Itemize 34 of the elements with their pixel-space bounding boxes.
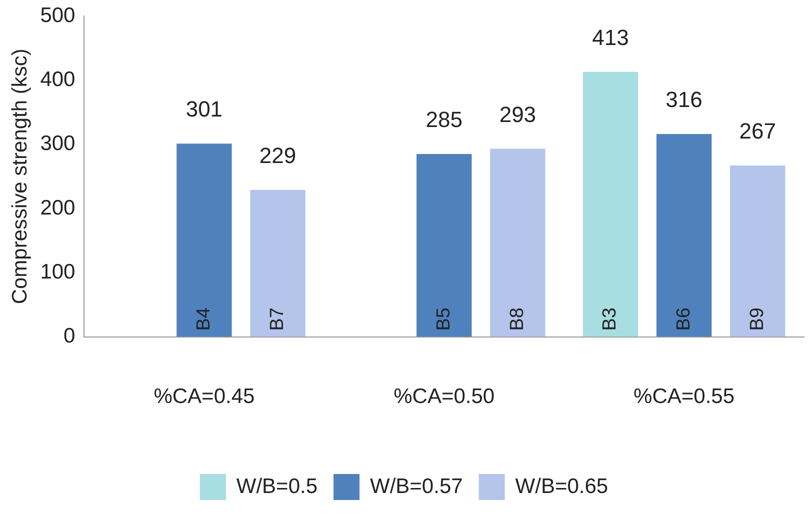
x-tick-label: %CA=0.45	[154, 385, 255, 408]
bar	[656, 134, 712, 337]
bar	[582, 72, 638, 337]
y-tick-label: 100	[40, 260, 76, 284]
legend-label: W/B=0.5	[236, 474, 318, 498]
y-tick-label: 0	[64, 324, 76, 348]
data-label: 285	[426, 107, 462, 132]
x-tick-label: %CA=0.50	[394, 385, 495, 408]
legend-label: W/B=0.57	[370, 474, 463, 498]
bar	[730, 165, 786, 337]
data-label: 301	[186, 96, 223, 122]
data-label: 229	[259, 142, 296, 168]
y-tick-label: 300	[40, 132, 76, 156]
annotation: B7	[267, 308, 288, 331]
bar	[490, 148, 546, 337]
annotation: B8	[506, 308, 528, 331]
annotation: B5	[433, 308, 454, 331]
annotation: B3	[600, 308, 621, 331]
bar	[176, 144, 232, 337]
x-tick-label: %CA=0.55	[634, 385, 735, 408]
bar	[250, 190, 306, 337]
y-tick-label: 500	[40, 4, 76, 27]
y-tick-label: 400	[40, 68, 76, 91]
data-label: 413	[592, 24, 629, 50]
data-label: 316	[666, 87, 702, 112]
data-label: 267	[739, 118, 776, 144]
annotation: B4	[193, 307, 214, 331]
annotation: B6	[673, 308, 694, 331]
y-tick-label: 200	[40, 196, 76, 220]
data-label: 293	[499, 102, 536, 127]
y-axis-title: Compressive strength (ksc)	[8, 48, 32, 304]
legend-label: W/B=0.65	[515, 474, 608, 498]
bar	[416, 154, 472, 337]
annotation: B9	[746, 308, 768, 331]
